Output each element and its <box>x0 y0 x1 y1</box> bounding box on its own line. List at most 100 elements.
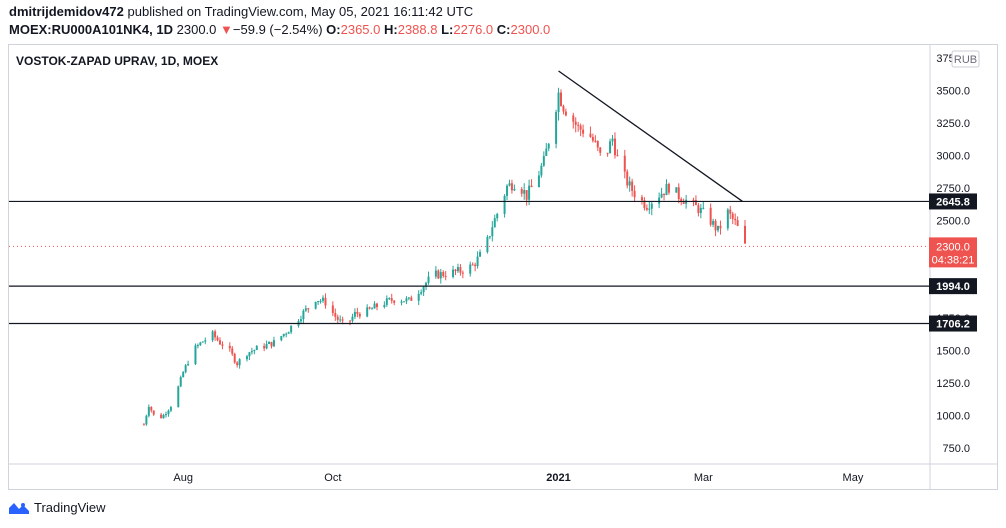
candle-body <box>523 190 526 194</box>
candle-body <box>179 377 182 387</box>
candle-body <box>383 304 386 308</box>
candle-body <box>366 307 369 317</box>
candle-body <box>142 424 145 426</box>
chart-title: VOSTOK-ZAPAD UPRAV, 1D, MOEX <box>16 54 219 68</box>
level-price-badge <box>929 315 977 332</box>
candle-body <box>557 92 560 113</box>
tradingview-logo-icon <box>9 502 29 514</box>
candle-body <box>719 225 722 229</box>
candle-body <box>287 332 290 334</box>
candle-body <box>410 297 413 301</box>
candle-body <box>285 333 288 335</box>
trendline[interactable] <box>558 70 743 202</box>
candle-body <box>712 220 715 225</box>
candle-body <box>194 345 197 365</box>
price-tick-label: 3500.0 <box>936 85 970 97</box>
tradingview-footer[interactable]: TradingView <box>8 500 106 515</box>
candle-body <box>434 270 437 277</box>
candle-body <box>317 301 320 303</box>
candle-body <box>660 193 663 198</box>
candle-body <box>680 199 683 202</box>
candle-body <box>633 190 636 198</box>
candle-body <box>626 171 629 186</box>
candle-body <box>373 303 376 309</box>
candle-body <box>572 115 575 122</box>
last-price: 2300.0 <box>176 22 217 37</box>
candle-body <box>187 364 190 366</box>
price-tick-label: 750.0 <box>942 443 970 455</box>
candle-body <box>353 311 356 317</box>
candle-body <box>459 267 462 273</box>
candle-body <box>280 336 283 341</box>
time-tick-label: Mar <box>694 472 713 484</box>
symbol-info-bar: MOEX:RU000A101NK4, 1D 2300.0 ▼−59.9 (−2.… <box>9 22 550 37</box>
candle-body <box>486 237 489 253</box>
time-axis-ticks: Aug Oct 2021 Mar May <box>173 472 863 484</box>
candle-body <box>307 308 310 310</box>
price-tick-label: 2500.0 <box>936 215 970 227</box>
current-price-label: 2300.0 <box>936 241 970 253</box>
candle-body <box>405 298 408 302</box>
candle-body <box>400 301 403 303</box>
price-tick-label: 3000.0 <box>936 150 970 162</box>
candle-body <box>145 415 148 425</box>
candle-body <box>290 325 293 333</box>
author-name[interactable]: dmitrijdemidov472 <box>9 4 124 19</box>
candle-body <box>349 320 352 322</box>
candle-body <box>599 147 602 153</box>
candle-body <box>734 218 737 221</box>
candle-body <box>729 209 732 214</box>
bar-countdown-label: 04:38:21 <box>932 254 975 266</box>
candle-body <box>356 311 359 314</box>
candle-body <box>204 340 207 342</box>
candle-body <box>675 187 678 193</box>
low-label: L: <box>441 22 454 37</box>
candle-body <box>469 264 472 274</box>
candle-body <box>228 345 231 349</box>
candle-body <box>216 337 219 341</box>
candle-body <box>214 331 217 338</box>
candle-body <box>488 236 491 238</box>
candle-body <box>582 129 585 134</box>
chart-frame <box>8 44 998 490</box>
symbol-name: MOEX:RU000A101NK4, 1D <box>9 22 174 37</box>
candle-body <box>643 200 646 208</box>
publish-info: dmitrijdemidov472 published on TradingVi… <box>9 4 473 19</box>
candle-body <box>520 189 523 194</box>
candle-body <box>201 341 204 343</box>
candle-body <box>545 148 548 156</box>
candle-body <box>221 344 224 346</box>
candle-body <box>322 297 325 301</box>
close-value: 2300.0 <box>510 22 551 37</box>
candle-body <box>376 303 378 308</box>
candle-body <box>658 197 661 204</box>
candle-body <box>437 270 440 279</box>
candle-body <box>574 121 577 125</box>
candle-body <box>596 141 599 148</box>
currency-badge[interactable] <box>951 50 980 68</box>
candle-body <box>579 125 582 130</box>
candle-body <box>250 351 253 353</box>
candle-body <box>184 365 187 373</box>
candle-body <box>407 297 410 299</box>
candle-body <box>314 301 317 309</box>
candle-body <box>506 185 509 196</box>
candle-body <box>692 199 695 201</box>
candle-body <box>299 319 302 322</box>
candle-body <box>393 300 396 303</box>
candle-body <box>547 143 550 149</box>
candle-body <box>461 272 464 274</box>
price-tick-label: 3250.0 <box>936 118 970 130</box>
candle-body <box>368 307 371 309</box>
candle-body <box>425 282 428 287</box>
time-tick-label: 2021 <box>546 472 570 484</box>
candle-body <box>452 269 455 277</box>
candle-body <box>454 269 457 272</box>
candle-body <box>339 319 342 321</box>
candle-body <box>218 340 221 345</box>
candle-body <box>302 310 305 320</box>
candle-body <box>282 333 285 337</box>
candle-body <box>385 298 388 305</box>
candle-body <box>493 218 496 228</box>
